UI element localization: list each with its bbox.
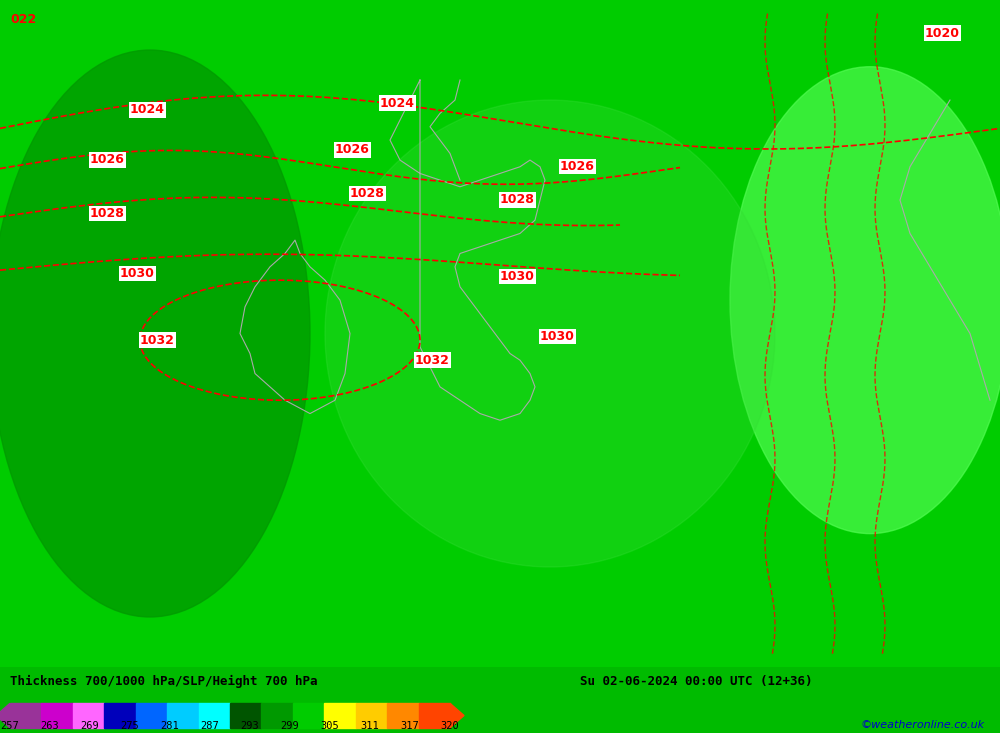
Text: 1024: 1024 bbox=[130, 103, 165, 117]
Ellipse shape bbox=[325, 100, 775, 567]
Bar bbox=[73, 704, 104, 728]
Text: 299: 299 bbox=[281, 721, 299, 731]
Bar bbox=[167, 704, 199, 728]
Ellipse shape bbox=[730, 67, 1000, 534]
Bar bbox=[324, 704, 356, 728]
Bar bbox=[41, 704, 73, 728]
Bar bbox=[356, 704, 387, 728]
Ellipse shape bbox=[0, 50, 310, 617]
Text: 1032: 1032 bbox=[140, 334, 175, 347]
Bar bbox=[293, 704, 324, 728]
Bar bbox=[199, 704, 230, 728]
Text: 320: 320 bbox=[441, 721, 459, 731]
Text: 287: 287 bbox=[201, 721, 219, 731]
Text: 305: 305 bbox=[321, 721, 339, 731]
Bar bbox=[10, 704, 41, 728]
Bar bbox=[387, 704, 419, 728]
Bar bbox=[230, 704, 261, 728]
Polygon shape bbox=[450, 704, 464, 728]
Text: 1030: 1030 bbox=[120, 267, 155, 280]
Text: 263: 263 bbox=[41, 721, 59, 731]
Bar bbox=[419, 704, 450, 728]
Text: 1026: 1026 bbox=[90, 153, 125, 166]
Text: 1028: 1028 bbox=[350, 187, 385, 200]
Text: 1030: 1030 bbox=[540, 330, 575, 343]
Text: 022: 022 bbox=[10, 13, 36, 26]
Text: 1028: 1028 bbox=[500, 194, 535, 207]
Text: 1028: 1028 bbox=[90, 207, 125, 220]
Text: 1024: 1024 bbox=[380, 97, 415, 110]
Text: Su 02-06-2024 00:00 UTC (12+36): Su 02-06-2024 00:00 UTC (12+36) bbox=[580, 675, 812, 688]
Bar bbox=[136, 704, 167, 728]
Text: 1026: 1026 bbox=[335, 144, 370, 156]
Text: 269: 269 bbox=[81, 721, 99, 731]
Bar bbox=[104, 704, 136, 728]
Text: 293: 293 bbox=[241, 721, 259, 731]
Text: ©weatheronline.co.uk: ©weatheronline.co.uk bbox=[861, 720, 985, 730]
Text: 1030: 1030 bbox=[500, 270, 535, 283]
Text: Thickness 700/1000 hPa/SLP/Height 700 hPa: Thickness 700/1000 hPa/SLP/Height 700 hP… bbox=[10, 675, 318, 688]
Text: 1026: 1026 bbox=[560, 160, 595, 173]
Polygon shape bbox=[0, 704, 10, 728]
Text: 1032: 1032 bbox=[415, 353, 450, 366]
Text: 311: 311 bbox=[361, 721, 379, 731]
Bar bbox=[261, 704, 293, 728]
Text: 1020: 1020 bbox=[925, 26, 960, 40]
Text: 317: 317 bbox=[401, 721, 419, 731]
Text: 275: 275 bbox=[121, 721, 139, 731]
Text: 257: 257 bbox=[1, 721, 19, 731]
Text: 281: 281 bbox=[161, 721, 179, 731]
